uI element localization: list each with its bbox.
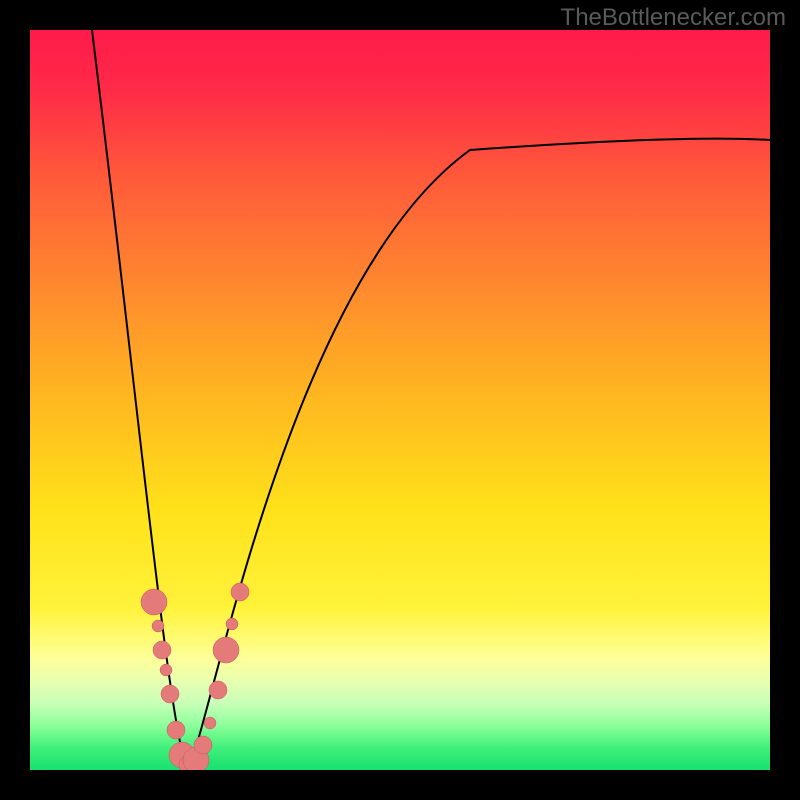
data-marker xyxy=(161,685,179,703)
data-marker xyxy=(167,721,185,739)
data-marker xyxy=(209,681,227,699)
data-marker xyxy=(153,641,171,659)
bottleneck-curve xyxy=(92,30,770,770)
chart-container: TheBottlenecker.com xyxy=(0,0,800,800)
data-marker xyxy=(160,664,172,676)
bottleneck-curve-layer xyxy=(30,30,770,770)
data-marker xyxy=(204,717,216,729)
data-marker xyxy=(152,620,164,632)
data-marker xyxy=(194,736,212,754)
data-marker xyxy=(231,583,249,601)
data-marker xyxy=(226,618,238,630)
plot-area xyxy=(30,30,770,770)
data-marker xyxy=(141,589,167,615)
data-marker xyxy=(213,637,239,663)
watermark-text: TheBottlenecker.com xyxy=(561,4,786,32)
